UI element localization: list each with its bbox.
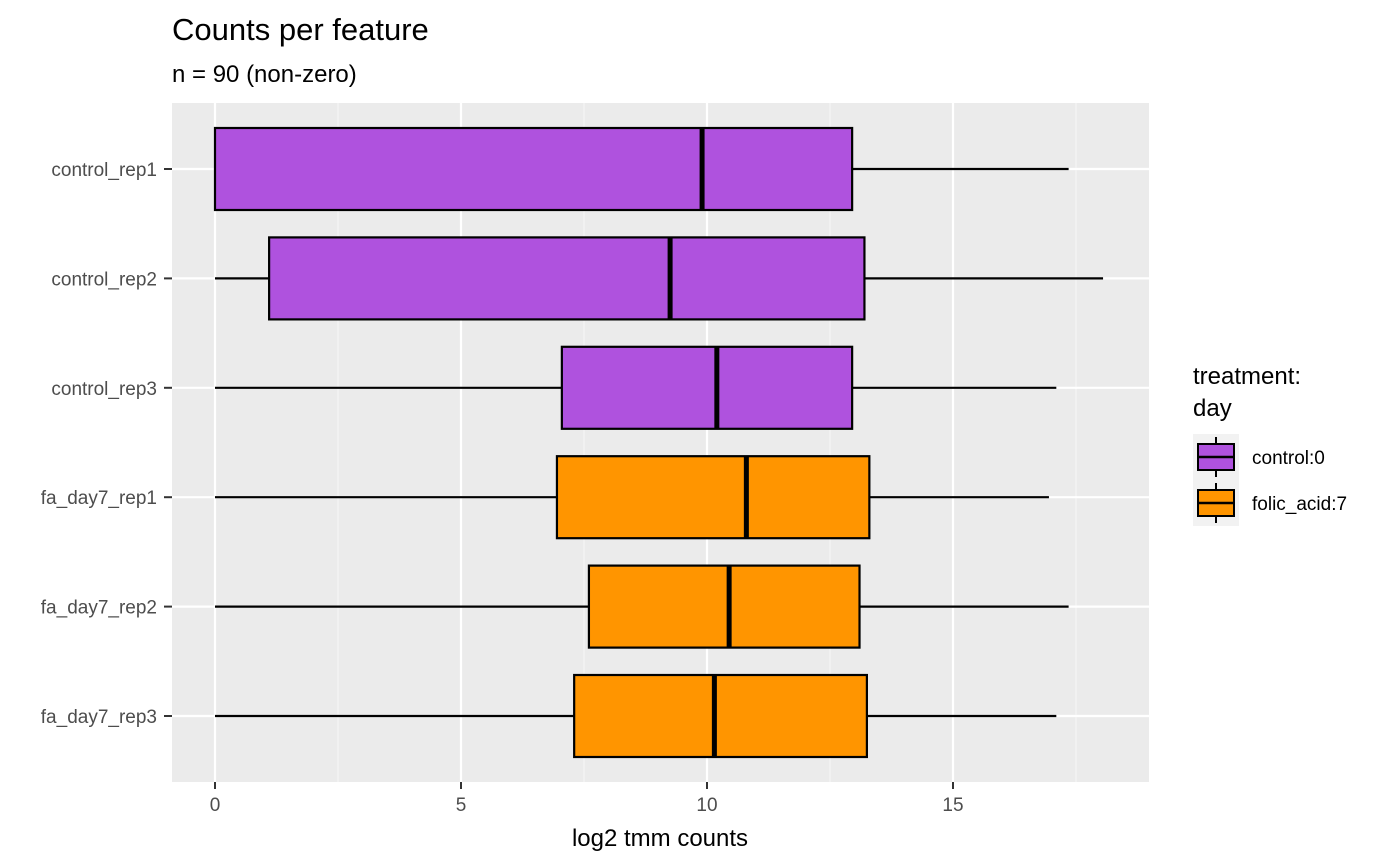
chart-subtitle: n = 90 (non-zero) — [172, 61, 357, 88]
y-tick-label: fa_day7_rep1 — [41, 488, 157, 509]
box-iqr — [213, 126, 854, 212]
legend-keys: control:0 folic_acid:7 — [1193, 434, 1347, 526]
x-tick-label: 0 — [210, 795, 221, 816]
box-iqr — [573, 673, 868, 759]
legend-title-line-2: day — [1193, 395, 1232, 422]
x-axis-title: log2 tmm counts — [572, 825, 748, 852]
box-iqr — [555, 455, 871, 540]
box-fa_day7_rep2 — [215, 564, 1069, 649]
box-series — [213, 126, 1104, 759]
legend: treatment: day control:0 folic_acid:7 — [1193, 363, 1347, 526]
legend-title-line-1: treatment: — [1193, 363, 1301, 390]
box-iqr — [560, 345, 854, 430]
plot-panel — [172, 103, 1149, 782]
box-iqr — [268, 236, 866, 321]
legend-label: control:0 — [1252, 448, 1325, 469]
legend-label: folic_acid:7 — [1252, 494, 1347, 515]
box-control_rep3 — [215, 345, 1057, 430]
box-iqr — [587, 564, 861, 649]
box-fa_day7_rep1 — [215, 455, 1049, 540]
y-tick-label: control_rep2 — [51, 269, 157, 290]
box-control_rep1 — [213, 126, 1069, 212]
legend-item: folic_acid:7 — [1193, 480, 1347, 526]
y-tick-label: fa_day7_rep3 — [41, 707, 157, 728]
x-axis: 0 5 10 15 — [210, 782, 964, 816]
y-tick-label: fa_day7_rep2 — [41, 598, 157, 619]
minor-gridlines — [337, 103, 1077, 782]
y-axis: control_rep1 control_rep2 control_rep3 fa_d… — [41, 160, 172, 728]
legend-item: control:0 — [1193, 434, 1325, 480]
y-tick-label: control_rep3 — [51, 379, 157, 400]
x-tick-label: 15 — [942, 795, 963, 816]
legend-title: treatment: day — [1193, 363, 1308, 422]
chart-title: Counts per feature — [172, 12, 429, 47]
box-fa_day7_rep3 — [215, 673, 1057, 759]
x-tick-label: 10 — [696, 795, 717, 816]
x-tick-label: 5 — [456, 795, 467, 816]
y-tick-label: control_rep1 — [51, 160, 157, 181]
box-control_rep2 — [215, 236, 1104, 321]
